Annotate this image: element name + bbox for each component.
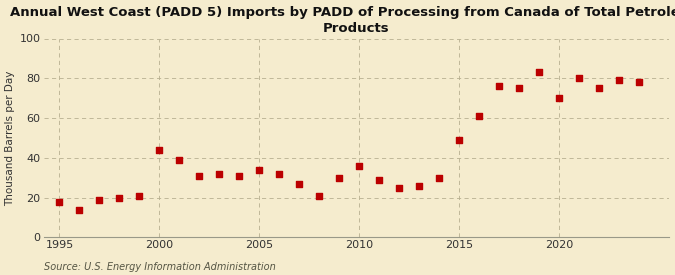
Point	[214, 172, 225, 176]
Point	[614, 78, 625, 82]
Point	[154, 148, 165, 152]
Point	[234, 174, 245, 178]
Point	[74, 207, 85, 212]
Text: Source: U.S. Energy Information Administration: Source: U.S. Energy Information Administ…	[44, 262, 275, 272]
Point	[334, 175, 345, 180]
Point	[274, 172, 285, 176]
Point	[434, 175, 445, 180]
Point	[514, 86, 525, 90]
Y-axis label: Thousand Barrels per Day: Thousand Barrels per Day	[5, 70, 16, 206]
Point	[254, 167, 265, 172]
Point	[634, 80, 645, 84]
Point	[314, 193, 325, 198]
Point	[554, 96, 565, 100]
Point	[494, 84, 505, 89]
Title: Annual West Coast (PADD 5) Imports by PADD of Processing from Canada of Total Pe: Annual West Coast (PADD 5) Imports by PA…	[10, 6, 675, 35]
Point	[454, 138, 465, 142]
Point	[414, 183, 425, 188]
Point	[534, 70, 545, 75]
Point	[134, 193, 145, 198]
Point	[374, 178, 385, 182]
Point	[294, 182, 305, 186]
Point	[94, 197, 105, 202]
Point	[54, 199, 65, 204]
Point	[394, 185, 405, 190]
Point	[354, 164, 365, 168]
Point	[174, 158, 185, 162]
Point	[594, 86, 605, 90]
Point	[574, 76, 585, 81]
Point	[474, 114, 485, 118]
Point	[114, 196, 125, 200]
Point	[194, 174, 205, 178]
